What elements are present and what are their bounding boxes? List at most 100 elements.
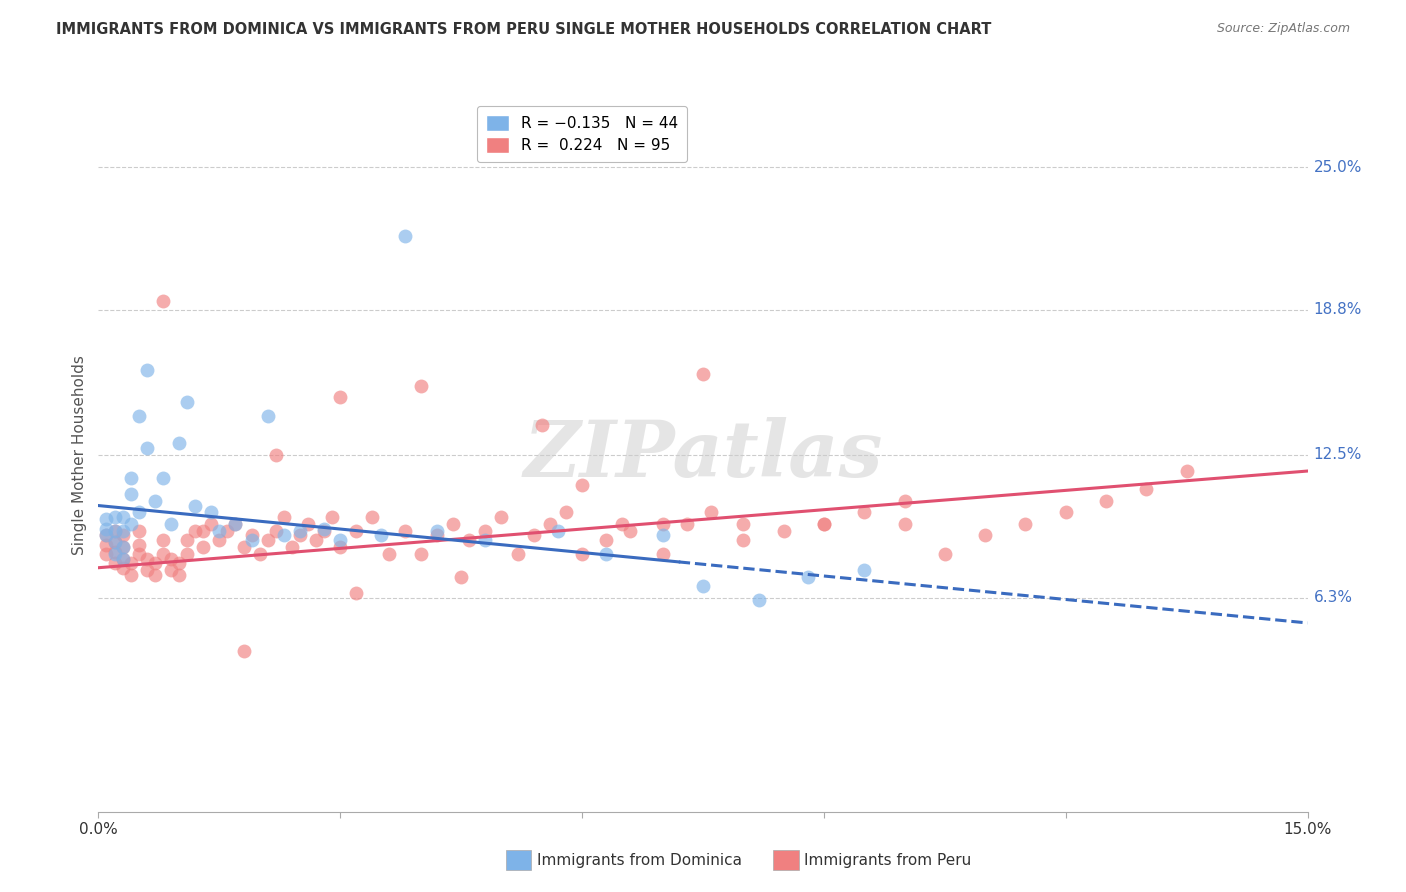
Point xyxy=(103,556,125,570)
Point xyxy=(700,506,723,520)
Point xyxy=(273,528,295,542)
Point xyxy=(176,547,198,561)
Point xyxy=(167,436,190,450)
Point xyxy=(893,516,915,531)
Text: ZIPatlas: ZIPatlas xyxy=(523,417,883,493)
Point xyxy=(256,409,278,423)
Point xyxy=(329,540,352,554)
Point xyxy=(651,547,673,561)
Point xyxy=(249,547,271,561)
Point xyxy=(111,551,134,566)
Point xyxy=(344,524,367,538)
Point xyxy=(111,528,134,542)
Point xyxy=(120,487,142,501)
Point xyxy=(612,516,634,531)
Point xyxy=(1014,516,1036,531)
Point xyxy=(273,510,295,524)
Point xyxy=(530,417,553,432)
Point xyxy=(160,563,183,577)
Point xyxy=(314,522,336,536)
Point xyxy=(120,516,142,531)
Point xyxy=(571,478,593,492)
Point xyxy=(111,540,134,554)
Point xyxy=(193,540,215,554)
Point xyxy=(1135,483,1157,497)
Point xyxy=(120,556,142,570)
Point xyxy=(103,510,125,524)
Point xyxy=(547,524,569,538)
Point xyxy=(96,512,118,526)
Point xyxy=(264,448,287,462)
Point xyxy=(692,579,714,593)
Point xyxy=(426,524,449,538)
Point xyxy=(344,586,367,600)
Point xyxy=(96,547,118,561)
Point xyxy=(441,516,464,531)
Text: 18.8%: 18.8% xyxy=(1313,302,1362,318)
Point xyxy=(314,524,336,538)
Point xyxy=(538,516,561,531)
Point xyxy=(523,528,546,542)
Point xyxy=(256,533,278,547)
Point xyxy=(152,471,174,485)
Point xyxy=(111,560,134,574)
Point xyxy=(160,551,183,566)
Point xyxy=(103,535,125,549)
Point xyxy=(208,533,231,547)
Point xyxy=(152,293,174,308)
Point xyxy=(450,570,472,584)
Point xyxy=(733,516,755,531)
Point xyxy=(394,524,416,538)
Point xyxy=(128,547,150,561)
Legend: R = −0.135   N = 44, R =  0.224   N = 95: R = −0.135 N = 44, R = 0.224 N = 95 xyxy=(477,106,688,162)
Point xyxy=(595,533,617,547)
Point xyxy=(772,524,794,538)
Point xyxy=(974,528,997,542)
Point xyxy=(217,524,239,538)
Point xyxy=(120,567,142,582)
Point xyxy=(103,524,125,538)
Point xyxy=(184,499,207,513)
Point xyxy=(409,547,432,561)
Point xyxy=(619,524,641,538)
Point xyxy=(692,368,714,382)
Point xyxy=(128,524,150,538)
Point xyxy=(651,516,673,531)
Point xyxy=(676,516,699,531)
Point xyxy=(264,524,287,538)
Text: Immigrants from Peru: Immigrants from Peru xyxy=(804,854,972,868)
Point xyxy=(1054,506,1077,520)
Text: 12.5%: 12.5% xyxy=(1313,448,1362,462)
Point xyxy=(120,471,142,485)
Point xyxy=(305,533,328,547)
Point xyxy=(240,528,263,542)
Point xyxy=(853,506,876,520)
Point xyxy=(143,567,166,582)
Point xyxy=(288,524,311,538)
Point xyxy=(135,441,157,455)
Point xyxy=(96,538,118,552)
Point xyxy=(409,379,432,393)
Point xyxy=(128,506,150,520)
Point xyxy=(135,563,157,577)
Point xyxy=(224,516,246,531)
Point xyxy=(813,516,835,531)
Point xyxy=(748,593,770,607)
Point xyxy=(143,494,166,508)
Point xyxy=(370,528,392,542)
Point xyxy=(96,522,118,536)
Point xyxy=(152,533,174,547)
Point xyxy=(506,547,529,561)
Point xyxy=(797,570,820,584)
Point xyxy=(167,556,190,570)
Point xyxy=(128,409,150,423)
Point xyxy=(733,533,755,547)
Point xyxy=(208,524,231,538)
Point xyxy=(426,528,449,542)
Point xyxy=(491,510,513,524)
Point xyxy=(651,528,673,542)
Point xyxy=(474,533,496,547)
Point xyxy=(361,510,384,524)
Point xyxy=(232,643,254,657)
Y-axis label: Single Mother Households: Single Mother Households xyxy=(72,355,87,555)
